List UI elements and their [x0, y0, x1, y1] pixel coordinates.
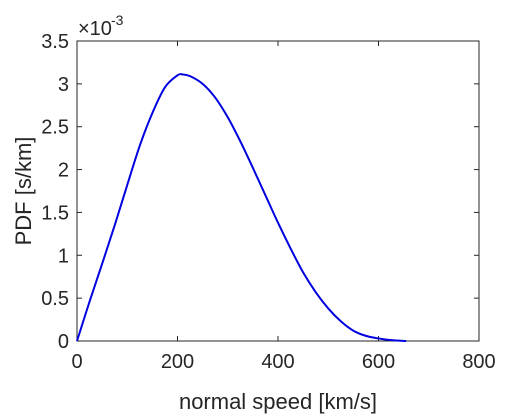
- y-tick-label: 3: [58, 74, 69, 96]
- y-tick-label: 1.5: [41, 202, 69, 224]
- x-tick-label: 600: [362, 351, 395, 373]
- y-tick-label: 3.5: [41, 31, 69, 53]
- x-tick-label: 400: [261, 351, 294, 373]
- y-tick-label: 1: [58, 245, 69, 267]
- y-tick-label: 0.5: [41, 288, 69, 310]
- y-tick-label: 2: [58, 160, 69, 182]
- y-axis-title: PDF [s/km]: [11, 137, 36, 246]
- y-tick-label: 0: [58, 331, 69, 353]
- y-multiplier-base: ×10: [78, 18, 112, 40]
- x-tick-label: 800: [462, 351, 495, 373]
- x-tick-label: 0: [71, 351, 82, 373]
- series-line: [76, 73, 407, 342]
- x-axis-title: normal speed [km/s]: [179, 389, 377, 414]
- plot-area: [76, 40, 480, 342]
- y-tick-label: 2.5: [41, 117, 69, 139]
- x-tick-label: 200: [161, 351, 194, 373]
- x-ticks: 0 200 400 600 800: [71, 41, 496, 373]
- y-ticks: 0 0.5 1 1.5 2 2.5 3 3.5: [41, 31, 479, 353]
- y-multiplier-exponent: -3: [111, 12, 124, 28]
